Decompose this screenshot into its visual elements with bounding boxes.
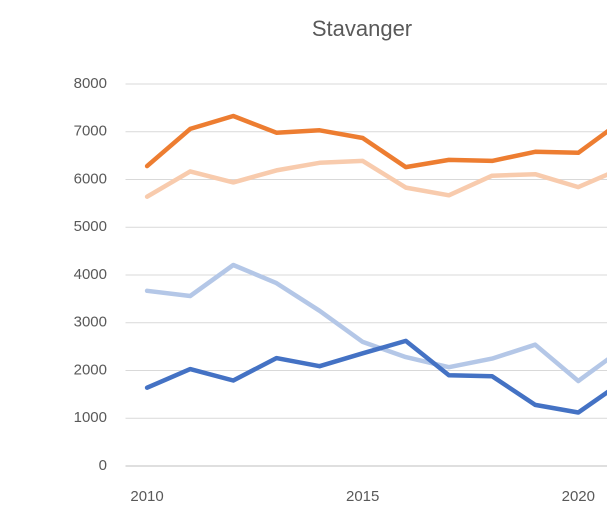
y-tick-label: 8000 [74, 75, 107, 92]
series-line [144, 113, 607, 170]
x-tick-label: 2020 [562, 488, 595, 505]
y-tick-label: 0 [99, 457, 107, 474]
y-tick-label: 3000 [74, 314, 107, 331]
y-tick-label: 6000 [74, 170, 107, 187]
series-line [144, 158, 607, 199]
chart-title: Stavanger [312, 16, 412, 41]
x-tick-label: 2015 [346, 488, 379, 505]
y-tick-label: 2000 [74, 361, 107, 378]
series-line [144, 262, 607, 384]
y-tick-label: 1000 [74, 409, 107, 426]
series-line [144, 338, 607, 415]
x-tick-label: 2010 [130, 488, 163, 505]
y-tick-label: 5000 [74, 218, 107, 235]
y-tick-label: 4000 [74, 266, 107, 283]
y-tick-label: 7000 [74, 123, 107, 140]
